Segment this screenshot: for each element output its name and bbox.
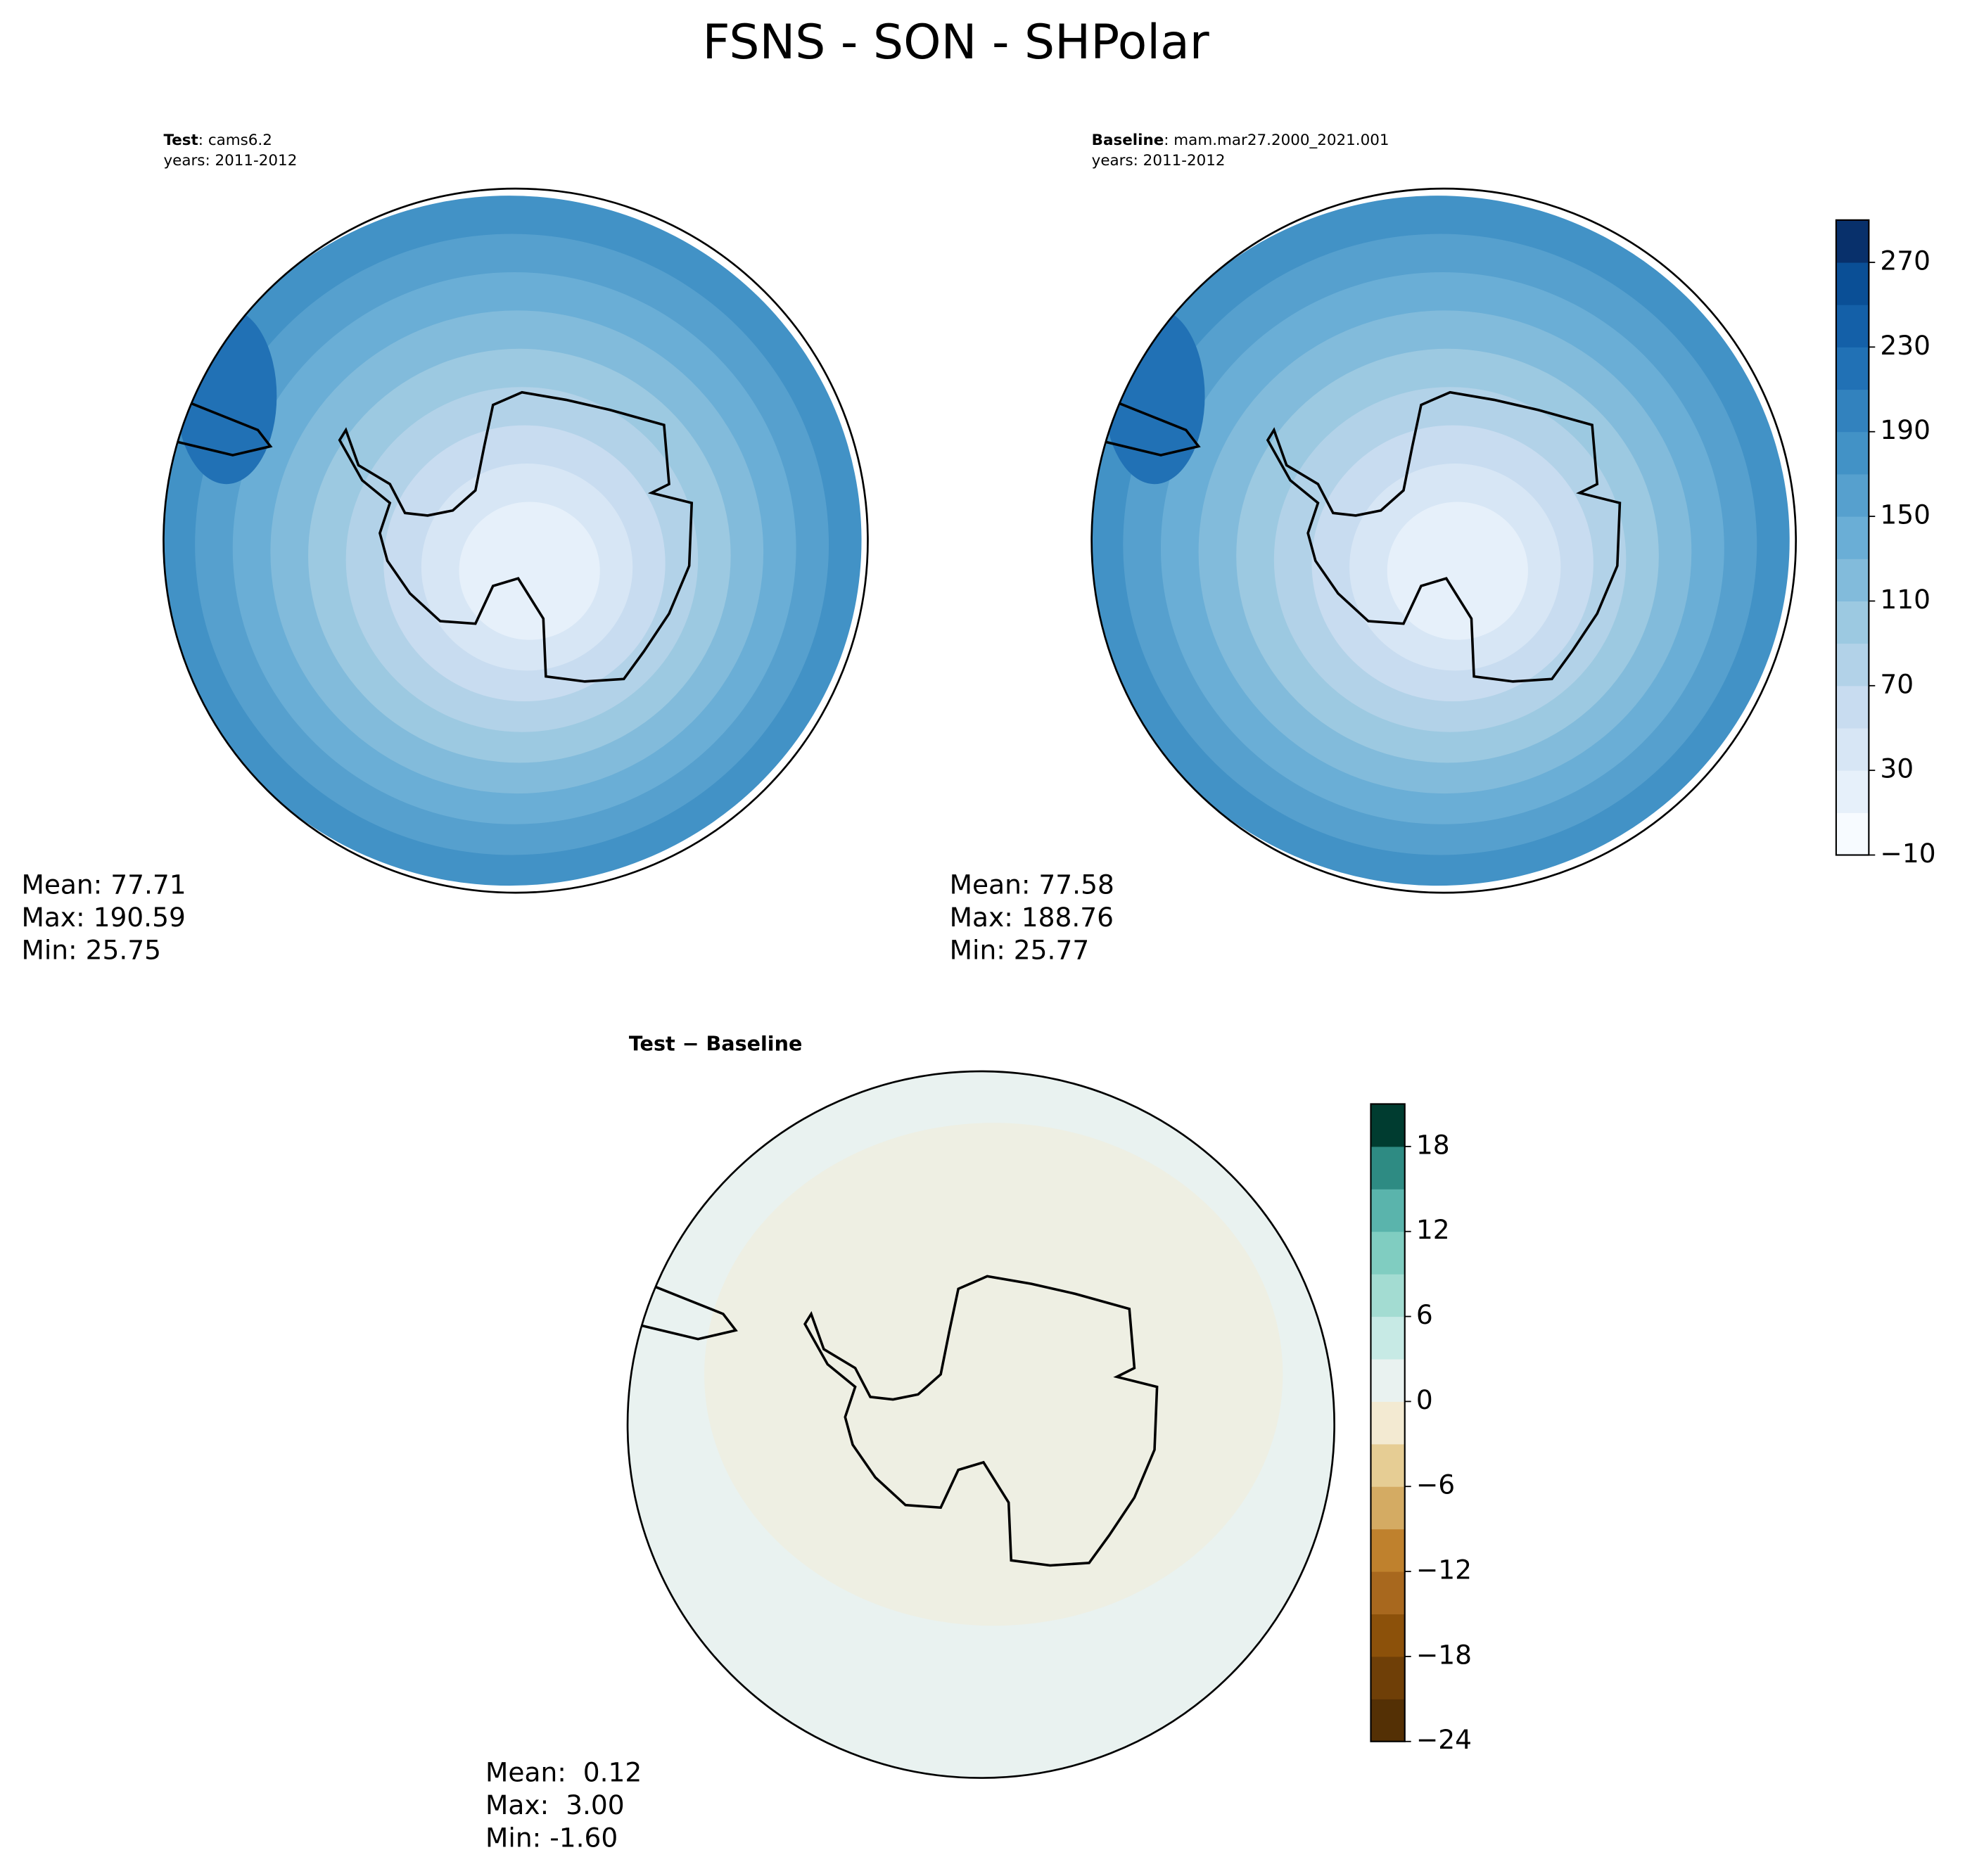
colorbar-tick-label: −12: [1416, 1555, 1472, 1585]
stat-line: Min: -1.60: [485, 1823, 618, 1853]
panel-years: years: 2011-2012: [163, 152, 297, 170]
panel-label: Test − Baseline: [629, 1031, 803, 1055]
stat-line: Min: 25.77: [950, 935, 1090, 966]
map-border: [1090, 187, 1798, 894]
colorbar-tick-label: −24: [1416, 1724, 1472, 1755]
colorbar-band: [1836, 685, 1869, 729]
stat-line: Mean: 0.12: [485, 1757, 642, 1788]
panel-label: Baseline: mam.mar27.2000_2021.001: [1092, 132, 1389, 149]
coastline: [635, 1282, 738, 1341]
colorbar-tick-label: 230: [1880, 330, 1930, 361]
panel-label: Test: cams6.2: [163, 132, 272, 149]
contour-band: [628, 1071, 1335, 1778]
colorbar-band: [1836, 812, 1869, 856]
colorbar-band: [1370, 1104, 1405, 1147]
colorbar-band: [1370, 1146, 1405, 1189]
stat-line: Max: 190.59: [21, 902, 185, 933]
panel-label-name: : cams6.2: [198, 132, 272, 149]
colorbar-band: [1836, 219, 1869, 263]
colorbar-band: [1370, 1401, 1405, 1445]
colorbar-band: [1370, 1316, 1405, 1360]
stat-line: Mean: 77.58: [950, 869, 1114, 900]
colorbar-band: [1370, 1358, 1405, 1402]
colorbar-band: [1370, 1529, 1405, 1572]
colorbar-tick-label: 0: [1416, 1384, 1433, 1415]
stat-line: Max: 3.00: [485, 1789, 625, 1820]
colorbar-band: [1370, 1189, 1405, 1232]
colorbar-tick-label: −6: [1416, 1469, 1455, 1500]
colorbar-tick-label: 18: [1416, 1129, 1450, 1160]
colorbar-frame: [1835, 219, 1870, 856]
map-border: [163, 187, 869, 894]
colorbar-band: [1836, 262, 1869, 305]
colorbar-tick-label: 150: [1880, 499, 1930, 530]
stat-line: Max: 188.76: [950, 902, 1114, 933]
colorbar-band: [1836, 305, 1869, 347]
colorbar-band: [1370, 1231, 1405, 1275]
colorbar-band: [1370, 1614, 1405, 1657]
colorbar-band: [1370, 1443, 1405, 1487]
contour-band: [1104, 307, 1205, 485]
colorbar-band: [1836, 727, 1869, 771]
contour-band: [459, 502, 600, 640]
colorbar-tick-label: 30: [1880, 753, 1914, 784]
stat-line: Mean: 77.71: [21, 869, 186, 900]
map: [1091, 196, 1790, 886]
colorbar-band: [1370, 1274, 1405, 1317]
panel-years: years: 2011-2012: [1092, 152, 1226, 170]
map: [628, 1071, 1335, 1778]
colorbar-band: [1836, 389, 1869, 433]
colorbar-band: [1370, 1486, 1405, 1530]
coastline: [803, 1275, 1159, 1567]
map: [163, 196, 862, 886]
colorbar-band: [1836, 473, 1869, 517]
colorbar-tick-label: 6: [1416, 1299, 1433, 1330]
coastline: [169, 398, 273, 457]
map-border: [626, 1070, 1335, 1779]
colorbar-tick-label: 190: [1880, 414, 1930, 445]
colorbar-tick-label: −18: [1416, 1639, 1472, 1670]
colorbar-band: [1836, 347, 1869, 390]
contour-band: [176, 307, 277, 485]
colorbar-band: [1836, 516, 1869, 559]
colorbar-tick-label: 270: [1880, 245, 1930, 276]
colorbar-band: [1836, 770, 1869, 813]
panel-label-name: : mam.mar27.2000_2021.001: [1164, 132, 1389, 149]
contour-band: [1387, 502, 1528, 640]
colorbar-tick-label: −10: [1880, 838, 1935, 869]
colorbar-band: [1370, 1699, 1405, 1742]
colorbar-band: [1370, 1571, 1405, 1615]
stat-line: Min: 25.75: [21, 935, 161, 966]
panel-label-bold: Baseline: [1092, 132, 1164, 149]
colorbar-tick-label: 110: [1880, 584, 1930, 615]
contour-band: [704, 1123, 1283, 1626]
coastline: [1266, 390, 1622, 683]
colorbar-band: [1836, 559, 1869, 601]
colorbar-band: [1836, 601, 1869, 644]
colorbar-tick-label: 70: [1880, 668, 1914, 699]
colorbar-band: [1836, 643, 1869, 687]
colorbar-frame: [1370, 1103, 1406, 1742]
colorbar-tick-label: 12: [1416, 1214, 1450, 1245]
coastline: [1098, 398, 1201, 457]
figure-title: FSNS - SON - SHPolar: [702, 15, 1209, 70]
panel-label-bold: Test: [163, 132, 198, 149]
colorbar-band: [1370, 1656, 1405, 1699]
coastline: [338, 390, 694, 683]
colorbar-band: [1836, 431, 1869, 475]
